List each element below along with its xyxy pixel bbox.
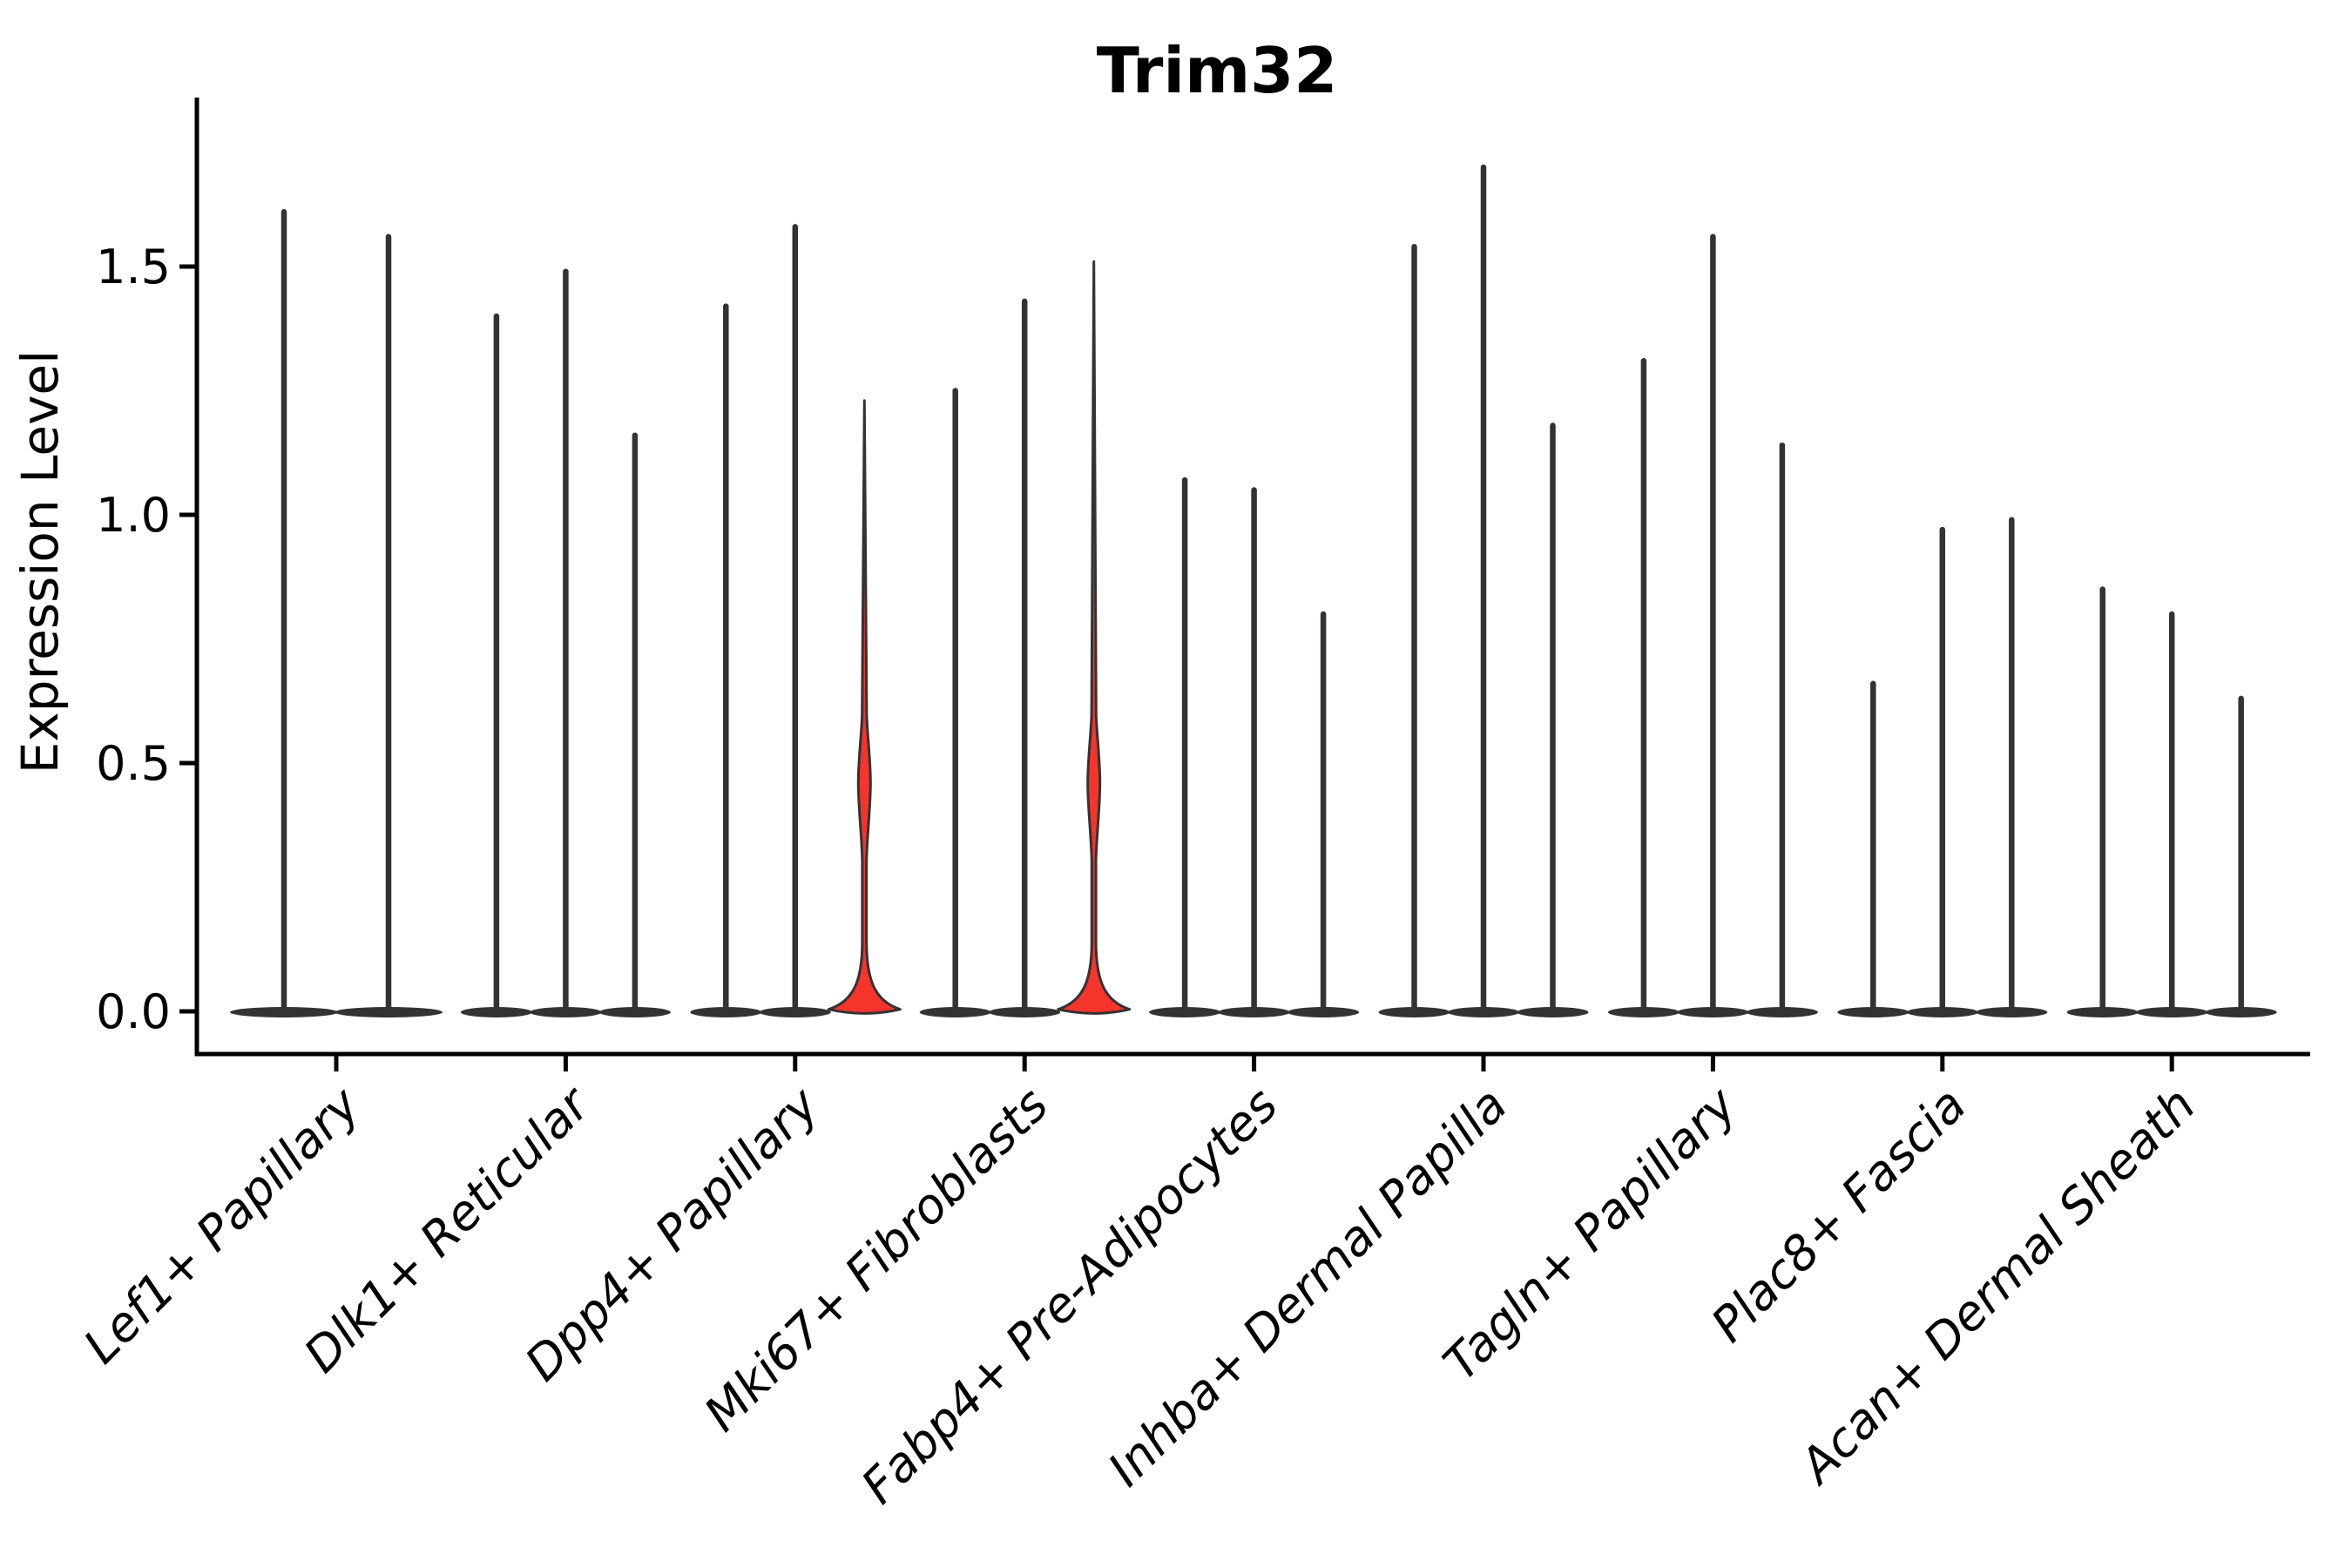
- violin-group: [460, 268, 671, 1017]
- x-tick-label: Fabp4+ Pre-Adipocytes: [850, 1077, 1288, 1514]
- violin-group: [1378, 164, 1589, 1017]
- violin-highlighted: [1057, 260, 1132, 1015]
- y-tick-label: 0.0: [96, 984, 171, 1039]
- violin-group: [690, 224, 902, 1017]
- x-tick-label: Inhba+ Dermal Papilla: [1098, 1077, 1517, 1497]
- violin-group: [230, 209, 443, 1017]
- violin-group: [1149, 476, 1360, 1017]
- chart-title: Trim32: [1097, 34, 1338, 107]
- violin-group: [1837, 517, 2048, 1017]
- y-tick-label: 0.5: [96, 736, 171, 791]
- y-tick-label: 1.5: [96, 240, 171, 294]
- violin-group: [2066, 586, 2277, 1017]
- violins-layer: [230, 164, 2277, 1017]
- x-tick-label: Acan+ Dermal Sheath: [1788, 1077, 2207, 1496]
- violin-group: [1607, 233, 1818, 1017]
- violin-group: [919, 260, 1132, 1017]
- violin-highlighted: [827, 399, 902, 1015]
- axes: 0.0 0.5 1.0 1.5: [96, 98, 2310, 1057]
- y-axis-label: Expression Level: [10, 350, 70, 774]
- y-tick-label: 1.0: [96, 488, 171, 543]
